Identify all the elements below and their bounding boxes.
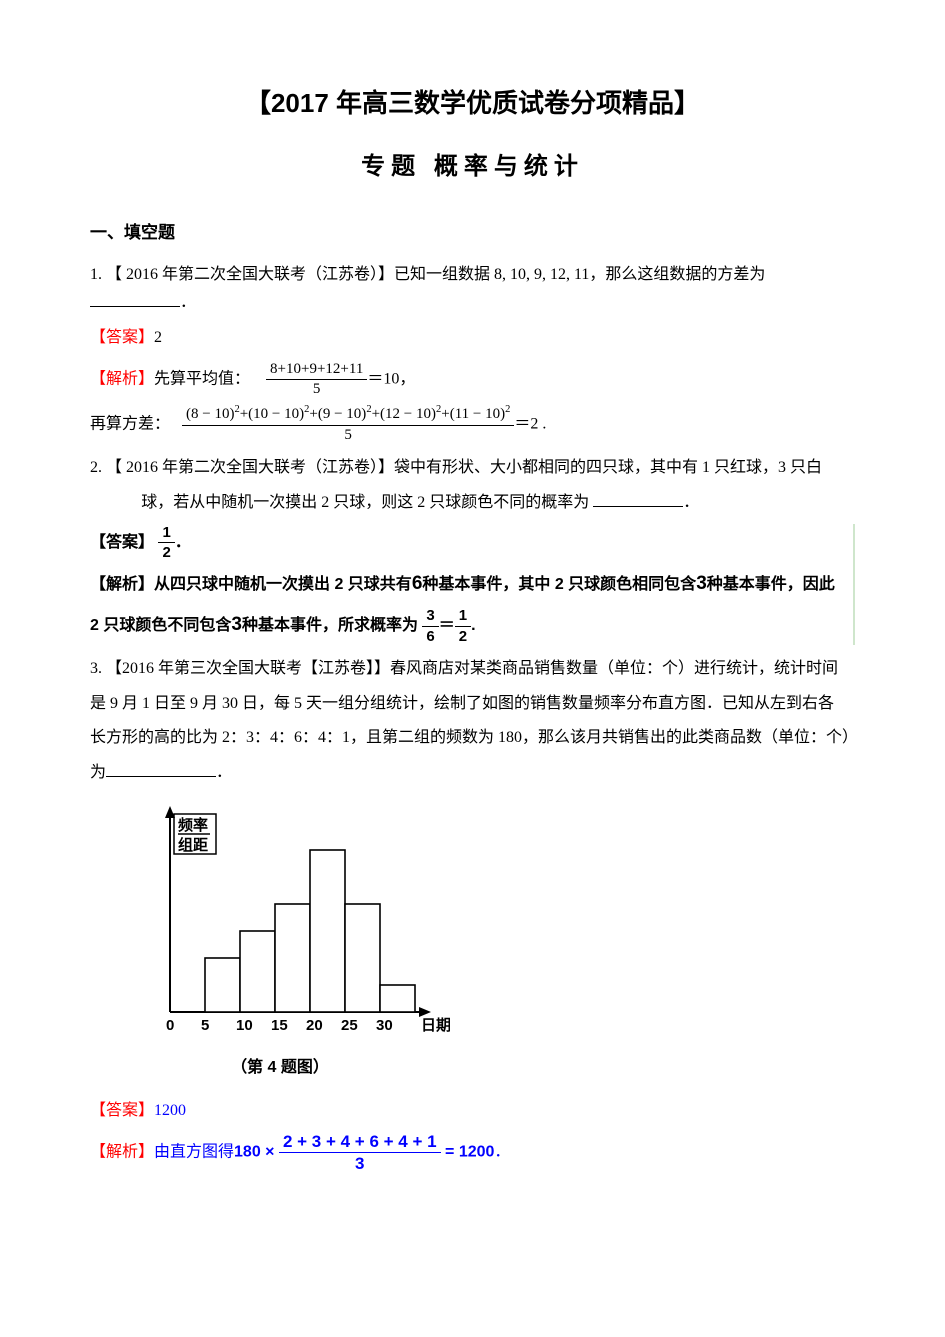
q1-trailing-period: . [542,416,546,433]
q3-sum-den: 3 [279,1153,441,1174]
question-1: 1. 【 2016 年第二次全国大联考（江苏卷）】已知一组数据 8, 10, 9… [90,261,855,444]
q2-text-line2: 球，若从中随机一次摸出 2 只球，则这 2 只球颜色不同的概率为 ． [90,489,855,518]
q3-histogram: 频率组距 0 5 10 15 20 25 30 日期 （第 4 题图） [130,802,855,1083]
svg-text:20: 20 [306,1017,323,1034]
analysis-label: 【解析】 [90,1143,154,1160]
q2-prob-frac2: 1 2 [455,607,471,645]
q1-var-lead-text: 再算方差： [90,416,170,433]
q2-tail-period: . [471,617,475,634]
question-2: 2. 【 2016 年第二次全国大联考（江苏卷）】袋中有形状、大小都相同的四只球… [90,454,855,645]
q3-line4-tail: ． [216,764,232,781]
svg-text:25: 25 [341,1017,358,1034]
q3-line3: 长方形的高的比为 2：3：4：6：4：1，且第二组的频数为 180，那么该月共销… [90,724,855,753]
q2-line3b: 种基本事件，所求概率为 [242,617,418,634]
q2-c: 种基本事件，因此 [707,576,835,593]
q2-six: 6 [412,573,423,594]
q1-stem: 1. 【 2016 年第二次全国大联考（江苏卷）】已知一组数据 8, 10, 9… [90,266,765,283]
q2-answer-period: ． [175,534,191,551]
var-denominator: 5 [182,426,514,444]
q2-a: 从四只球中随机一次摸出 2 只球共有 [154,576,412,593]
q2-ans-num: 1 [158,524,174,543]
mean-equals: ＝10 [367,370,399,387]
q2-line3a: 2 只球颜色不同包含 [90,617,231,634]
var-equals: ＝2 [514,416,538,433]
chart-caption: （第 4 题图） [130,1054,430,1083]
q2-prob-frac1: 3 6 [422,607,438,645]
q3-line4: 为． [90,759,855,788]
var-numerator: (8 − 10)2+(10 − 10)2+(9 − 10)2+(12 − 10)… [182,406,514,425]
q2-answer: 【答案】 1 2 ． [90,524,847,562]
q2-p1-den: 6 [422,627,438,645]
mean-denominator: 5 [266,380,367,398]
analysis-label: 【解析】 [90,576,154,593]
answer-label: 【答案】 [90,1102,154,1119]
q3-line4-lead: 为 [90,764,106,781]
svg-text:30: 30 [376,1017,393,1034]
q2-b: 种基本事件，其中 2 只球颜色相同包含 [422,576,696,593]
svg-text:频率: 频率 [178,816,208,834]
q2-solution-box: 【答案】 1 2 ． 【解析】从四只球中随机一次摸出 2 只球共有6种基本事件，… [90,524,855,645]
q2-analysis-line1: 【解析】从四只球中随机一次摸出 2 只球共有6种基本事件，其中 2 只球颜色相同… [90,567,847,601]
question-3: 3. 【2016 年第三次全国大联考【江苏卷】】春风商店对某类商品销售数量（单位… [90,655,855,1174]
q2-text-line1: 2. 【 2016 年第二次全国大联考（江苏卷）】袋中有形状、大小都相同的四只球… [90,454,855,483]
q2-analysis-line2: 2 只球颜色不同包含3种基本事件，所求概率为 3 6 ＝ 1 2 . [90,607,847,645]
histogram-svg: 频率组距 0 5 10 15 20 25 30 日期 [130,802,450,1052]
main-title: 【2017 年高三数学优质试卷分项精品】 [90,80,855,127]
q1-answer-value: 2 [154,329,162,346]
q2-p1-num: 3 [422,607,438,626]
mean-fraction: 8+10+9+12+11 5 [266,361,367,399]
mean-numerator: 8+10+9+12+11 [266,361,367,380]
q2-line2-text: 球，若从中随机一次摸出 2 只球，则这 2 只球颜色不同的概率为 [141,494,593,511]
blank-line [106,760,216,777]
svg-text:15: 15 [271,1017,288,1034]
q3-answer: 【答案】1200 [90,1097,855,1126]
q2-three: 3 [696,573,707,594]
coef-180: 180 × [234,1143,279,1160]
q2-p2-num: 1 [455,607,471,626]
variance-fraction: (8 − 10)2+(10 − 10)2+(9 − 10)2+(12 − 10)… [182,406,514,444]
answer-label: 【答案】 [90,329,154,346]
q3-answer-value: 1200 [154,1102,186,1119]
q2-ans-den: 2 [158,543,174,561]
svg-text:0: 0 [166,1017,174,1034]
q2-p2-den: 2 [455,627,471,645]
q3-sum-num: 2 + 3 + 4 + 6 + 4 + 1 [279,1132,441,1154]
q2-three2: 3 [231,614,242,635]
q1-answer: 【答案】2 [90,324,855,353]
q3-line2: 是 9 月 1 日至 9 月 30 日，每 5 天一组分组统计，绘制了如图的销售… [90,690,855,719]
q3-analysis-lead: 由直方图得 [154,1143,234,1160]
q1-mean-lead: 先算平均值： [154,370,250,387]
sub-title: 专题 概率与统计 [90,145,855,188]
q3-analysis: 【解析】由直方图得180 × 2 + 3 + 4 + 6 + 4 + 1 3 =… [90,1132,855,1174]
q2-period: ． [683,494,699,511]
svg-text:10: 10 [236,1017,253,1034]
q3-final-period: ． [494,1143,510,1160]
q3-line1: 3. 【2016 年第三次全国大联考【江苏卷】】春风商店对某类商品销售数量（单位… [90,655,855,684]
q1-mean-row: 【解析】先算平均值： 8+10+9+12+11 5 ＝10 ， [90,361,855,399]
q2-eq: ＝ [439,617,455,634]
blank-line [593,490,683,507]
q1-text: 1. 【 2016 年第二次全国大联考（江苏卷）】已知一组数据 8, 10, 9… [90,261,855,319]
q1-period: ． [180,294,196,311]
q1-variance-row: 再算方差： (8 − 10)2+(10 − 10)2+(9 − 10)2+(12… [90,406,855,444]
svg-text:组距: 组距 [178,836,208,854]
svg-text:5: 5 [201,1017,209,1034]
section-heading: 一、填空题 [90,218,855,249]
analysis-label: 【解析】 [90,370,154,387]
q3-sum-fraction: 2 + 3 + 4 + 6 + 4 + 1 3 [279,1132,441,1174]
q2-answer-fraction: 1 2 [158,524,174,562]
blank-line [90,290,180,307]
svg-text:日期: 日期 [421,1016,450,1034]
answer-label: 【答案】 [90,534,154,551]
q3-eq-result: = 1200 [441,1143,495,1160]
